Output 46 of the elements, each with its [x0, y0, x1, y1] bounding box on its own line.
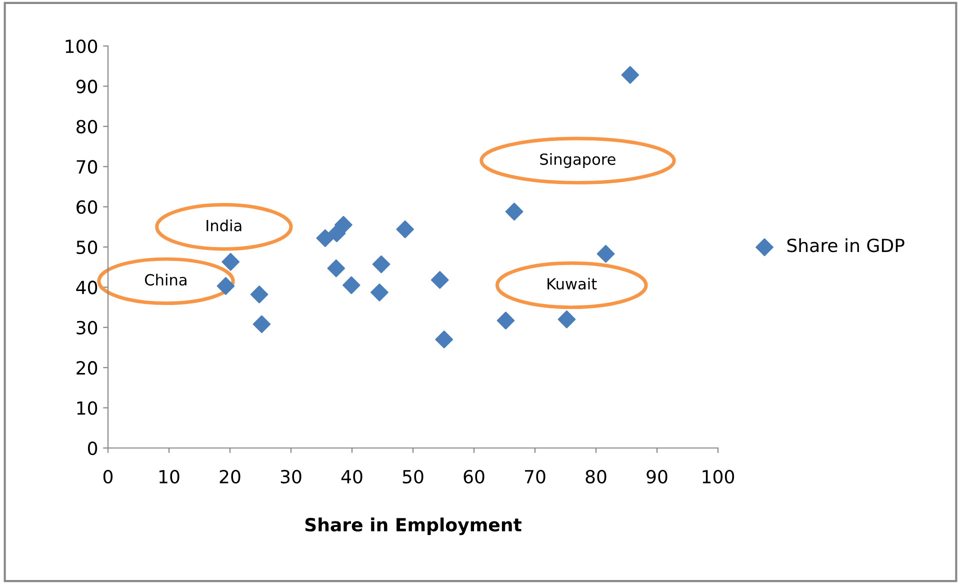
y-tick-label: 50: [76, 240, 98, 254]
point: [372, 255, 390, 274]
y-tick-label: 0: [88, 441, 98, 456]
x-tick-label: 20: [220, 470, 240, 484]
x-tick-label: 70: [524, 470, 546, 484]
point: [596, 244, 615, 263]
y-tick-label: 30: [76, 320, 98, 335]
point: [316, 229, 334, 248]
x-tick-label: 0: [103, 470, 113, 484]
y-tick-label: 80: [76, 120, 98, 134]
x-tick-label: 10: [159, 470, 180, 484]
point: [370, 284, 388, 302]
y-tick-label: 100: [66, 39, 98, 54]
y-tick-label: 70: [76, 160, 98, 174]
y-tick-label: 20: [76, 361, 98, 375]
x-tick-label: 40: [341, 470, 362, 484]
point: [430, 271, 449, 289]
x-tick-label: 30: [280, 470, 302, 484]
annotation: China: [144, 274, 186, 286]
point: [396, 220, 414, 238]
x-tick-label: 50: [402, 470, 424, 484]
annotation: Kuwait: [548, 278, 597, 290]
point: [621, 66, 640, 84]
y-tick-label: 60: [76, 200, 98, 214]
point: [558, 310, 576, 328]
point: [334, 216, 352, 234]
point: [505, 202, 524, 221]
legend-label: Share in GDP: [787, 238, 904, 252]
point: [252, 315, 271, 334]
point: [496, 312, 515, 330]
y-tick-label: 90: [76, 80, 98, 94]
point: [342, 276, 360, 294]
x-tick-label: 60: [464, 470, 484, 484]
y-tick-label: 40: [76, 280, 98, 294]
annotation: Singapore: [540, 153, 616, 168]
x-tick-label: 100: [702, 470, 734, 484]
point: [222, 252, 240, 271]
point: [216, 277, 235, 295]
y-tick-label: 10: [77, 401, 98, 415]
annotation: India: [206, 220, 242, 232]
point: [327, 259, 346, 278]
x-tick-label: 90: [646, 470, 668, 484]
point: [435, 330, 454, 348]
x-tick-label: 80: [586, 470, 606, 484]
point: [250, 286, 268, 304]
x-axis-title: Share in Employment: [305, 518, 522, 536]
